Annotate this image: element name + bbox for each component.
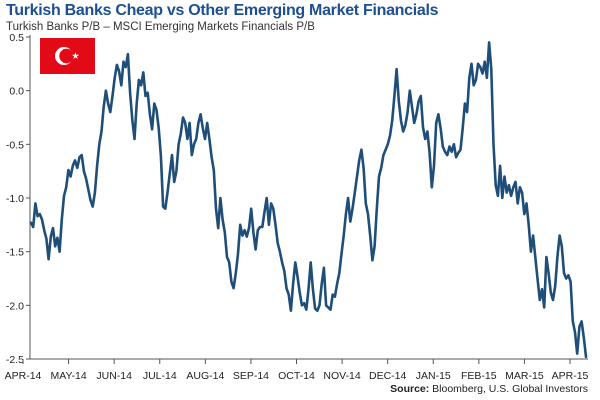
source-note: Source: Bloomberg, U.S. Global Investors xyxy=(390,383,588,395)
x-tick-label: FEB-15 xyxy=(461,370,497,382)
x-tick-label: OCT-14 xyxy=(278,370,315,382)
x-tick-label: JUN-14 xyxy=(96,370,132,382)
y-tick-label: -1.5 xyxy=(6,247,24,259)
x-tick-label: MAR-15 xyxy=(505,370,544,382)
turkey-flag-icon xyxy=(40,38,95,74)
x-tick-label: AUG-14 xyxy=(186,370,224,382)
flag-star xyxy=(71,52,80,59)
x-tick-label: SEP-14 xyxy=(233,370,269,382)
flag-crescent-inner xyxy=(59,48,74,64)
x-tick-label: DEC-14 xyxy=(369,370,407,382)
y-tick-label: -2.0 xyxy=(6,300,24,312)
x-tick-label: JUL-14 xyxy=(143,370,177,382)
chart-title: Turkish Banks Cheap vs Other Emerging Ma… xyxy=(6,2,439,19)
source-text: Bloomberg, U.S. Global Investors xyxy=(432,383,588,395)
series-line xyxy=(29,41,588,359)
y-tick-label: -2.5 xyxy=(6,354,24,366)
chart-subtitle: Turkish Banks P/B – MSCI Emerging Market… xyxy=(6,21,315,33)
x-axis: APR-14 MAY-14 JUN-14 JUL-14 AUG-14 SEP-14 OCT-… xyxy=(5,358,589,382)
plot-area xyxy=(29,41,588,359)
y-tick-label: 0.5 xyxy=(9,32,24,44)
y-tick-label: -0.5 xyxy=(6,139,24,151)
x-tick-label: APR-14 xyxy=(5,370,42,382)
source-label: Source: xyxy=(390,383,430,395)
y-tick-label: -1.0 xyxy=(6,193,24,205)
y-axis: 0.5 0.0 -0.5 -1.0 -1.5 -2.0 -2.5 xyxy=(6,32,31,366)
x-tick-label: MAY-14 xyxy=(50,370,86,382)
x-tick-label: JAN-15 xyxy=(416,370,451,382)
y-tick-label: 0.0 xyxy=(9,86,24,98)
x-tick-label: APR-15 xyxy=(552,370,589,382)
x-tick-label: NOV-14 xyxy=(323,370,361,382)
